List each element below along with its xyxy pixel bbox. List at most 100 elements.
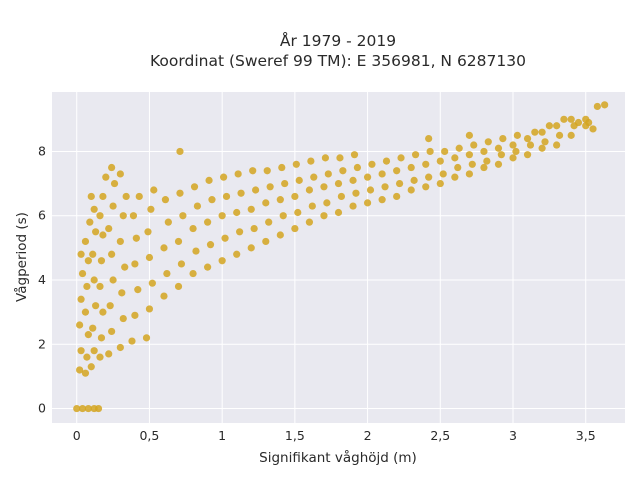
scatter-point [363,199,372,207]
scatter-point [545,122,553,130]
scatter-point [118,289,126,297]
scatter-point [334,179,343,188]
scatter-point [116,170,124,178]
scatter-point [145,253,154,262]
x-tick-label: 2,5 [430,428,450,443]
scatter-point [220,173,228,181]
scatter-point [247,205,255,213]
scatter-point [90,347,98,355]
scatter-point [131,260,139,268]
y-tick-label: 4 [38,272,46,287]
scatter-point [337,192,346,201]
scatter-point [84,257,92,265]
scatter-point [96,353,104,361]
scatter-point [560,115,568,123]
scatter-point [121,263,129,271]
scatter-point [499,134,507,143]
scatter-point [142,334,151,342]
scatter-point [147,205,155,213]
scatter-point [174,282,183,291]
y-axis-label: Vågperiod (s) [13,212,30,302]
scatter-point [349,176,357,184]
scatter-point [451,154,459,162]
scatter-point [236,228,244,236]
scatter-point [81,308,90,316]
scatter-point [233,250,241,258]
scatter-point [116,343,124,352]
x-tick-label: 3,5 [576,428,596,443]
scatter-point [426,147,434,156]
scatter-point [292,160,300,168]
scatter-point [382,157,391,165]
scatter-point [204,263,212,271]
scatter-point [110,179,119,188]
scatter-point [454,163,462,172]
scatter-point [78,404,87,413]
scatter-point [363,173,372,181]
scatter-point [116,237,124,246]
scatter-point [131,311,139,319]
scatter-point [305,218,314,226]
scatter-point [108,327,116,336]
scatter-point [190,183,199,191]
scatter-point [205,176,213,184]
scatter-point [407,163,415,172]
scatter-point [77,250,85,258]
scatter-point [109,202,117,210]
scatter-point [320,212,328,220]
scatter-point [176,189,184,197]
scatter-point [134,286,142,294]
scatter-point [589,125,597,133]
scatter-point [99,231,107,239]
scatter-point [222,192,231,201]
scatter-point [221,234,229,242]
scatter-point [193,202,202,210]
scatter-point [89,324,97,332]
scatter-point [494,144,503,152]
grid-lines [52,92,625,423]
scatter-point [512,147,520,156]
x-tick-label: 1 [218,428,226,443]
scatter-point [465,131,473,139]
scatter-point [206,241,215,249]
scatter-point [279,212,287,220]
scatter-point [425,173,433,181]
scatter-point [411,151,420,159]
scatter-point [87,192,95,201]
scatter-point [94,404,103,413]
scatter-point [83,353,91,361]
scatter-point [276,196,284,204]
scatter-point [601,101,609,109]
scatter-point [90,276,98,284]
scatter-point [132,234,140,242]
y-tick-label: 0 [38,401,46,416]
scatter-point [89,250,97,258]
scatter-point [422,183,430,191]
scatter-point [441,147,449,156]
scatter-point [281,179,289,188]
scatter-point [252,186,260,194]
scatter-point [295,176,303,184]
scatter-point [84,404,92,413]
scatter-point [174,237,183,246]
scatter-point [425,134,433,143]
scatter-point [97,334,106,342]
scatter-point [349,202,357,210]
scatter-point [465,170,473,178]
scatter-point [397,154,405,162]
scatter-point [439,170,447,178]
scatter-point [96,282,104,291]
scatter-point [567,115,575,123]
scatter-point [307,157,315,165]
scatter-point [77,295,85,303]
scatter-point [266,183,274,191]
scatter-point [538,128,546,136]
scatter-point [83,282,91,291]
scatter-point [177,260,186,268]
scatter-point [76,366,84,374]
scatter-point [320,183,328,191]
scatter-point [323,199,331,207]
scatter-point [436,157,444,165]
scatter-point [78,269,87,278]
scatter-point [465,151,473,159]
